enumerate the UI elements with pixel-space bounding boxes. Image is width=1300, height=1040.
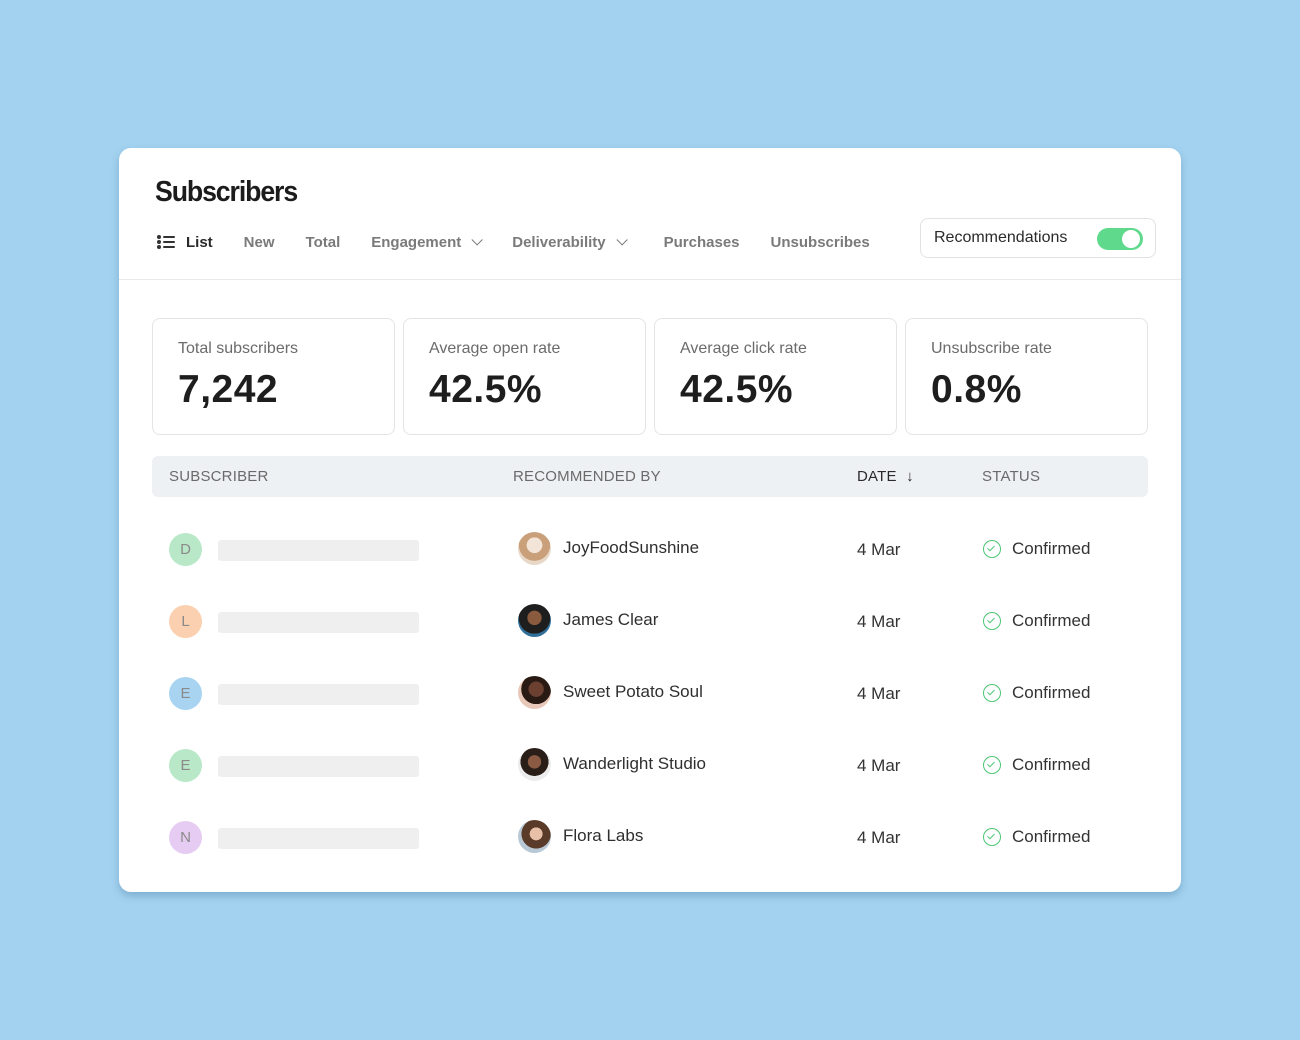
status-text: Confirmed — [1012, 827, 1091, 846]
page-title: Subscribers — [155, 176, 298, 208]
date-cell: 4 Mar — [857, 612, 901, 631]
status-text: Confirmed — [1012, 755, 1091, 774]
recommender-avatar — [518, 820, 551, 853]
toggle-switch[interactable] — [1097, 228, 1143, 250]
subscriber-avatar: E — [169, 677, 202, 710]
recommender-avatar — [518, 676, 551, 709]
tab-new[interactable]: New — [244, 234, 275, 251]
recommendations-toggle[interactable]: Recommendations — [920, 218, 1156, 258]
recommender-avatar — [518, 532, 551, 565]
recommender-name[interactable]: Wanderlight Studio — [563, 754, 707, 773]
table-row[interactable]: L James Clear 4 Mar Confirmed — [119, 586, 1181, 658]
stat-label: Average click rate — [680, 340, 807, 357]
check-circle-icon — [983, 684, 1001, 702]
stat-average-click-rate: Average click rate 42.5% — [654, 318, 897, 435]
subscriber-avatar: L — [169, 605, 202, 638]
recommender-avatar — [518, 604, 551, 637]
toggle-knob — [1122, 230, 1140, 248]
tab-label: Engagement — [371, 233, 462, 251]
subscribers-card: Subscribers List New Total Engagement De… — [119, 148, 1181, 892]
status-badge: Confirmed — [983, 827, 1090, 847]
tab-engagement[interactable]: Engagement — [371, 233, 484, 251]
tab-list[interactable]: List — [157, 234, 213, 251]
table-header: SUBSCRIBER RECOMMENDED BY DATE ↓ STATUS — [152, 456, 1148, 497]
chevron-down-icon — [471, 234, 484, 246]
check-circle-icon — [983, 612, 1001, 630]
status-badge: Confirmed — [983, 755, 1090, 775]
status-badge: Confirmed — [983, 611, 1090, 631]
stats-row: Total subscribers 7,242 Average open rat… — [152, 318, 1148, 435]
column-header-date[interactable]: DATE ↓ — [857, 468, 914, 485]
tab-label: Unsubscribes — [770, 233, 870, 251]
date-cell: 4 Mar — [857, 540, 901, 559]
table-body: D JoyFoodSunshine 4 Mar Confirmed L Jame… — [119, 514, 1181, 874]
recommender-avatar — [518, 748, 551, 781]
table-row[interactable]: E Sweet Potato Soul 4 Mar Confirmed — [119, 658, 1181, 730]
stat-label: Total subscribers — [178, 340, 299, 357]
stat-total-subscribers: Total subscribers 7,242 — [152, 318, 395, 435]
status-text: Confirmed — [1012, 539, 1091, 558]
subscriber-name-placeholder — [218, 540, 419, 561]
table-row[interactable]: N Flora Labs 4 Mar Confirmed — [119, 802, 1181, 874]
subscriber-name-placeholder — [218, 756, 419, 777]
stat-label: Unsubscribe rate — [931, 340, 1052, 357]
header-divider — [119, 279, 1181, 280]
status-text: Confirmed — [1012, 683, 1091, 702]
sort-down-arrow-icon: ↓ — [906, 468, 914, 485]
status-badge: Confirmed — [983, 539, 1090, 559]
stat-value: 42.5% — [429, 368, 543, 411]
date-header-label: DATE — [857, 468, 897, 485]
chevron-down-icon — [616, 234, 628, 246]
tab-bar: List New Total Engagement Deliverability… — [157, 230, 870, 254]
recommender-name[interactable]: James Clear — [563, 610, 659, 629]
table-row[interactable]: D JoyFoodSunshine 4 Mar Confirmed — [119, 514, 1181, 586]
date-cell: 4 Mar — [857, 828, 901, 847]
subscriber-name-placeholder — [218, 684, 419, 705]
list-icon — [157, 234, 175, 250]
column-header-subscriber[interactable]: SUBSCRIBER — [169, 468, 269, 485]
tab-label: Deliverability — [512, 233, 606, 251]
check-circle-icon — [983, 756, 1001, 774]
date-cell: 4 Mar — [857, 756, 901, 775]
subscriber-avatar: D — [169, 533, 202, 566]
recommendations-label: Recommendations — [934, 229, 1068, 246]
stat-label: Average open rate — [429, 340, 561, 357]
subscriber-avatar: N — [169, 821, 202, 854]
stat-value: 0.8% — [931, 368, 1022, 411]
status-text: Confirmed — [1012, 611, 1091, 630]
check-circle-icon — [983, 828, 1001, 846]
tab-label: New — [243, 233, 275, 251]
tab-label: Purchases — [663, 233, 740, 251]
tab-label: List — [186, 233, 213, 251]
stat-value: 42.5% — [680, 368, 794, 411]
recommender-name[interactable]: JoyFoodSunshine — [563, 538, 700, 557]
table-row[interactable]: E Wanderlight Studio 4 Mar Confirmed — [119, 730, 1181, 802]
stat-unsubscribe-rate: Unsubscribe rate 0.8% — [905, 318, 1148, 435]
tab-label: Total — [305, 233, 341, 251]
subscriber-name-placeholder — [218, 828, 419, 849]
date-cell: 4 Mar — [857, 684, 901, 703]
stat-value: 7,242 — [178, 368, 279, 411]
tab-deliverability[interactable]: Deliverability — [512, 233, 628, 251]
subscriber-name-placeholder — [218, 612, 419, 633]
stat-average-open-rate: Average open rate 42.5% — [403, 318, 646, 435]
column-header-status[interactable]: STATUS — [982, 468, 1041, 485]
recommender-name[interactable]: Sweet Potato Soul — [563, 682, 703, 701]
recommender-name[interactable]: Flora Labs — [563, 826, 644, 845]
column-header-recommended-by[interactable]: RECOMMENDED BY — [513, 468, 661, 485]
tab-unsubscribes[interactable]: Unsubscribes — [771, 234, 870, 251]
tab-purchases[interactable]: Purchases — [664, 234, 740, 251]
subscriber-avatar: E — [169, 749, 202, 782]
check-circle-icon — [983, 540, 1001, 558]
status-badge: Confirmed — [983, 683, 1090, 703]
tab-total[interactable]: Total — [306, 234, 341, 251]
